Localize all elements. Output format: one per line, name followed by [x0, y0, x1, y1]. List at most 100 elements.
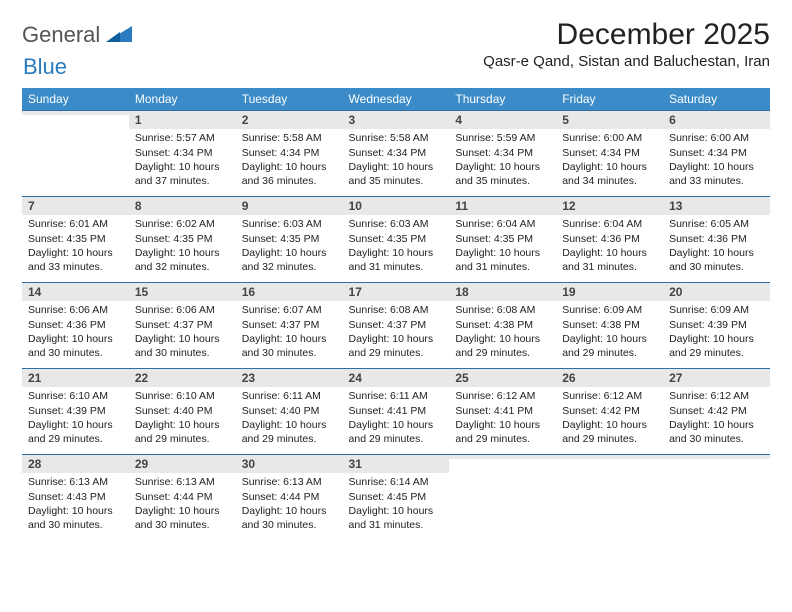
calendar-cell: 21Sunrise: 6:10 AMSunset: 4:39 PMDayligh…: [22, 368, 129, 454]
day-details: Sunrise: 5:59 AMSunset: 4:34 PMDaylight:…: [449, 129, 556, 192]
calendar-cell: 17Sunrise: 6:08 AMSunset: 4:37 PMDayligh…: [343, 282, 450, 368]
day-number: 7: [22, 197, 129, 215]
day-details: Sunrise: 6:12 AMSunset: 4:41 PMDaylight:…: [449, 387, 556, 450]
day-number: 23: [236, 369, 343, 387]
day-details: Sunrise: 6:03 AMSunset: 4:35 PMDaylight:…: [236, 215, 343, 278]
calendar-cell: [663, 454, 770, 540]
calendar-cell: 7Sunrise: 6:01 AMSunset: 4:35 PMDaylight…: [22, 196, 129, 282]
day-details: Sunrise: 6:12 AMSunset: 4:42 PMDaylight:…: [663, 387, 770, 450]
day-details: Sunrise: 6:07 AMSunset: 4:37 PMDaylight:…: [236, 301, 343, 364]
calendar-cell: 14Sunrise: 6:06 AMSunset: 4:36 PMDayligh…: [22, 282, 129, 368]
day-number: 5: [556, 111, 663, 129]
calendar-cell: 23Sunrise: 6:11 AMSunset: 4:40 PMDayligh…: [236, 368, 343, 454]
day-number: 17: [343, 283, 450, 301]
day-number: 22: [129, 369, 236, 387]
calendar-cell: 30Sunrise: 6:13 AMSunset: 4:44 PMDayligh…: [236, 454, 343, 540]
calendar-cell: 26Sunrise: 6:12 AMSunset: 4:42 PMDayligh…: [556, 368, 663, 454]
day-number: 8: [129, 197, 236, 215]
calendar-cell: 1Sunrise: 5:57 AMSunset: 4:34 PMDaylight…: [129, 110, 236, 196]
day-details: Sunrise: 6:01 AMSunset: 4:35 PMDaylight:…: [22, 215, 129, 278]
day-number: 14: [22, 283, 129, 301]
calendar-cell: [556, 454, 663, 540]
calendar-cell: 25Sunrise: 6:12 AMSunset: 4:41 PMDayligh…: [449, 368, 556, 454]
calendar-cell: 18Sunrise: 6:08 AMSunset: 4:38 PMDayligh…: [449, 282, 556, 368]
calendar-cell: 16Sunrise: 6:07 AMSunset: 4:37 PMDayligh…: [236, 282, 343, 368]
calendar-cell: 27Sunrise: 6:12 AMSunset: 4:42 PMDayligh…: [663, 368, 770, 454]
day-number: 20: [663, 283, 770, 301]
day-details: Sunrise: 6:13 AMSunset: 4:43 PMDaylight:…: [22, 473, 129, 536]
calendar-cell: 3Sunrise: 5:58 AMSunset: 4:34 PMDaylight…: [343, 110, 450, 196]
calendar-cell: 29Sunrise: 6:13 AMSunset: 4:44 PMDayligh…: [129, 454, 236, 540]
weekday-header: Monday: [129, 88, 236, 110]
calendar-page: General December 2025 Qasr-e Qand, Sista…: [0, 0, 792, 558]
calendar-cell: 9Sunrise: 6:03 AMSunset: 4:35 PMDaylight…: [236, 196, 343, 282]
day-details: Sunrise: 6:13 AMSunset: 4:44 PMDaylight:…: [129, 473, 236, 536]
day-number: 21: [22, 369, 129, 387]
calendar-cell: 22Sunrise: 6:10 AMSunset: 4:40 PMDayligh…: [129, 368, 236, 454]
day-number: 30: [236, 455, 343, 473]
brand-text-blue: Blue: [23, 54, 67, 79]
day-details: Sunrise: 6:00 AMSunset: 4:34 PMDaylight:…: [663, 129, 770, 192]
day-details: Sunrise: 6:00 AMSunset: 4:34 PMDaylight:…: [556, 129, 663, 192]
calendar-cell: 10Sunrise: 6:03 AMSunset: 4:35 PMDayligh…: [343, 196, 450, 282]
calendar-cell: 2Sunrise: 5:58 AMSunset: 4:34 PMDaylight…: [236, 110, 343, 196]
day-details: Sunrise: 6:03 AMSunset: 4:35 PMDaylight:…: [343, 215, 450, 278]
month-title: December 2025: [483, 18, 770, 51]
day-details: Sunrise: 5:58 AMSunset: 4:34 PMDaylight:…: [236, 129, 343, 192]
title-block: December 2025 Qasr-e Qand, Sistan and Ba…: [483, 18, 770, 70]
day-details: Sunrise: 6:14 AMSunset: 4:45 PMDaylight:…: [343, 473, 450, 536]
calendar-cell: 8Sunrise: 6:02 AMSunset: 4:35 PMDaylight…: [129, 196, 236, 282]
calendar-cell: 11Sunrise: 6:04 AMSunset: 4:35 PMDayligh…: [449, 196, 556, 282]
calendar-cell: 4Sunrise: 5:59 AMSunset: 4:34 PMDaylight…: [449, 110, 556, 196]
day-details: Sunrise: 6:13 AMSunset: 4:44 PMDaylight:…: [236, 473, 343, 536]
day-number: 25: [449, 369, 556, 387]
day-number: 27: [663, 369, 770, 387]
day-details: Sunrise: 6:02 AMSunset: 4:35 PMDaylight:…: [129, 215, 236, 278]
day-details: Sunrise: 6:09 AMSunset: 4:38 PMDaylight:…: [556, 301, 663, 364]
day-details: Sunrise: 6:05 AMSunset: 4:36 PMDaylight:…: [663, 215, 770, 278]
day-details: Sunrise: 6:06 AMSunset: 4:37 PMDaylight:…: [129, 301, 236, 364]
day-number: 24: [343, 369, 450, 387]
day-details: Sunrise: 6:04 AMSunset: 4:36 PMDaylight:…: [556, 215, 663, 278]
calendar-table: SundayMondayTuesdayWednesdayThursdayFrid…: [22, 88, 770, 540]
weekday-header: Friday: [556, 88, 663, 110]
day-number: 19: [556, 283, 663, 301]
day-details: Sunrise: 6:12 AMSunset: 4:42 PMDaylight:…: [556, 387, 663, 450]
calendar-header-row: SundayMondayTuesdayWednesdayThursdayFrid…: [22, 88, 770, 110]
day-number: 16: [236, 283, 343, 301]
calendar-cell: 5Sunrise: 6:00 AMSunset: 4:34 PMDaylight…: [556, 110, 663, 196]
calendar-cell: 28Sunrise: 6:13 AMSunset: 4:43 PMDayligh…: [22, 454, 129, 540]
day-number: 2: [236, 111, 343, 129]
day-details: Sunrise: 6:09 AMSunset: 4:39 PMDaylight:…: [663, 301, 770, 364]
day-number: 13: [663, 197, 770, 215]
day-details: Sunrise: 5:58 AMSunset: 4:34 PMDaylight:…: [343, 129, 450, 192]
day-details: Sunrise: 6:11 AMSunset: 4:41 PMDaylight:…: [343, 387, 450, 450]
weekday-header: Thursday: [449, 88, 556, 110]
location-line: Qasr-e Qand, Sistan and Baluchestan, Ira…: [483, 53, 770, 70]
calendar-cell: [22, 110, 129, 196]
day-number: 1: [129, 111, 236, 129]
calendar-cell: 31Sunrise: 6:14 AMSunset: 4:45 PMDayligh…: [343, 454, 450, 540]
day-details: Sunrise: 5:57 AMSunset: 4:34 PMDaylight:…: [129, 129, 236, 192]
day-number: 28: [22, 455, 129, 473]
day-details: Sunrise: 6:10 AMSunset: 4:39 PMDaylight:…: [22, 387, 129, 450]
day-number: 9: [236, 197, 343, 215]
day-number: 3: [343, 111, 450, 129]
day-number: 31: [343, 455, 450, 473]
day-details: Sunrise: 6:10 AMSunset: 4:40 PMDaylight:…: [129, 387, 236, 450]
weekday-header: Tuesday: [236, 88, 343, 110]
day-details: Sunrise: 6:08 AMSunset: 4:38 PMDaylight:…: [449, 301, 556, 364]
brand-triangle-icon: [106, 24, 132, 47]
calendar-cell: 13Sunrise: 6:05 AMSunset: 4:36 PMDayligh…: [663, 196, 770, 282]
day-details: Sunrise: 6:04 AMSunset: 4:35 PMDaylight:…: [449, 215, 556, 278]
brand-text-general: General: [22, 22, 100, 48]
day-number: 26: [556, 369, 663, 387]
day-number: 11: [449, 197, 556, 215]
calendar-cell: 6Sunrise: 6:00 AMSunset: 4:34 PMDaylight…: [663, 110, 770, 196]
calendar-cell: 20Sunrise: 6:09 AMSunset: 4:39 PMDayligh…: [663, 282, 770, 368]
day-number: 4: [449, 111, 556, 129]
day-details: Sunrise: 6:11 AMSunset: 4:40 PMDaylight:…: [236, 387, 343, 450]
calendar-cell: 19Sunrise: 6:09 AMSunset: 4:38 PMDayligh…: [556, 282, 663, 368]
day-details: Sunrise: 6:06 AMSunset: 4:36 PMDaylight:…: [22, 301, 129, 364]
calendar-cell: 24Sunrise: 6:11 AMSunset: 4:41 PMDayligh…: [343, 368, 450, 454]
